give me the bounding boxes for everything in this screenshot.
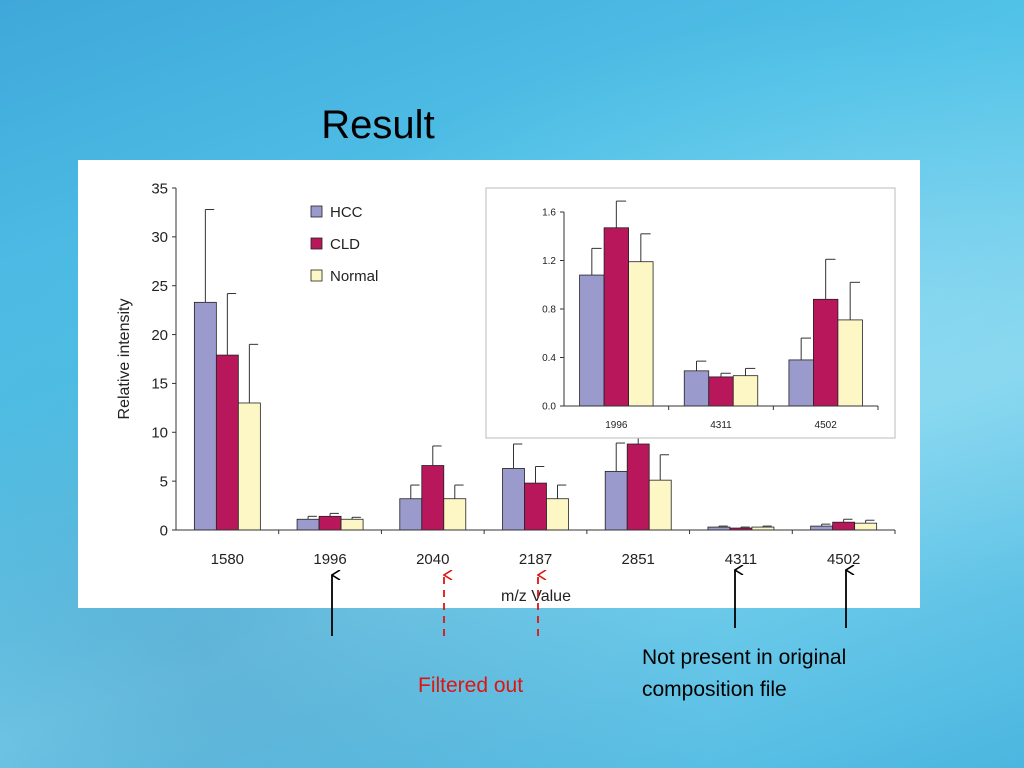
inset-y-tick-label: 0.8 [542,305,556,316]
bar-chart: 0 5 10 15 20 25 30 35 1580 1996 2040 2187 2851 4311 45… [116,180,896,605]
x-axis-label: m/z Value [501,588,571,605]
not-present-label: Not present in original composition file [642,646,847,701]
chart-panel: 0 5 10 15 20 25 30 35 1580 1996 2040 2187 2851 4311 45… [78,160,920,608]
inset-y-tick-label: 1.6 [542,208,556,219]
legend-label-cld: CLD [330,236,360,253]
inset-x-tick-label: 1996 [605,420,628,431]
inset-x-tick-label: 4311 [710,420,732,431]
inset-y-tick-label: 0.0 [542,402,556,413]
inset-x-tick-label: 4502 [815,420,838,431]
main-y-tick-label: 10 [151,425,168,442]
main-x-tick-label: 1580 [211,551,244,568]
legend-swatch-normal [310,269,323,282]
main-y-tick-label: 20 [151,327,168,344]
legend-label-normal: Normal [330,268,378,285]
main-y-tick-label: 15 [151,376,168,393]
main-x-tick-label: 4311 [725,551,757,568]
main-y-tick-label: 0 [160,522,168,539]
slide-title: Result [321,103,435,147]
bar-normal-4311 [732,375,759,407]
legend-swatch-cld [310,237,323,250]
main-x-tick-label: 4502 [827,551,860,568]
bar-cld-1996 [603,227,629,407]
filtered-out-label: Filtered out [418,674,524,697]
legend-swatch-hcc [310,205,323,218]
y-axis-label: Relative intensity [116,299,133,420]
main-y-tick-label: 30 [151,229,168,246]
inset-y-tick-label: 0.4 [542,353,556,364]
main-y-tick-label: 5 [160,473,168,490]
main-x-tick-label: 2040 [416,551,449,568]
main-x-tick-label: 1996 [313,551,346,568]
main-y-tick-label: 25 [151,278,168,295]
main-x-tick-label: 2851 [622,551,655,568]
legend-label-hcc: HCC [330,204,363,221]
inset-y-tick-label: 1.2 [542,256,556,267]
main-x-tick-label: 2187 [519,551,552,568]
main-y-tick-label: 35 [151,180,168,197]
